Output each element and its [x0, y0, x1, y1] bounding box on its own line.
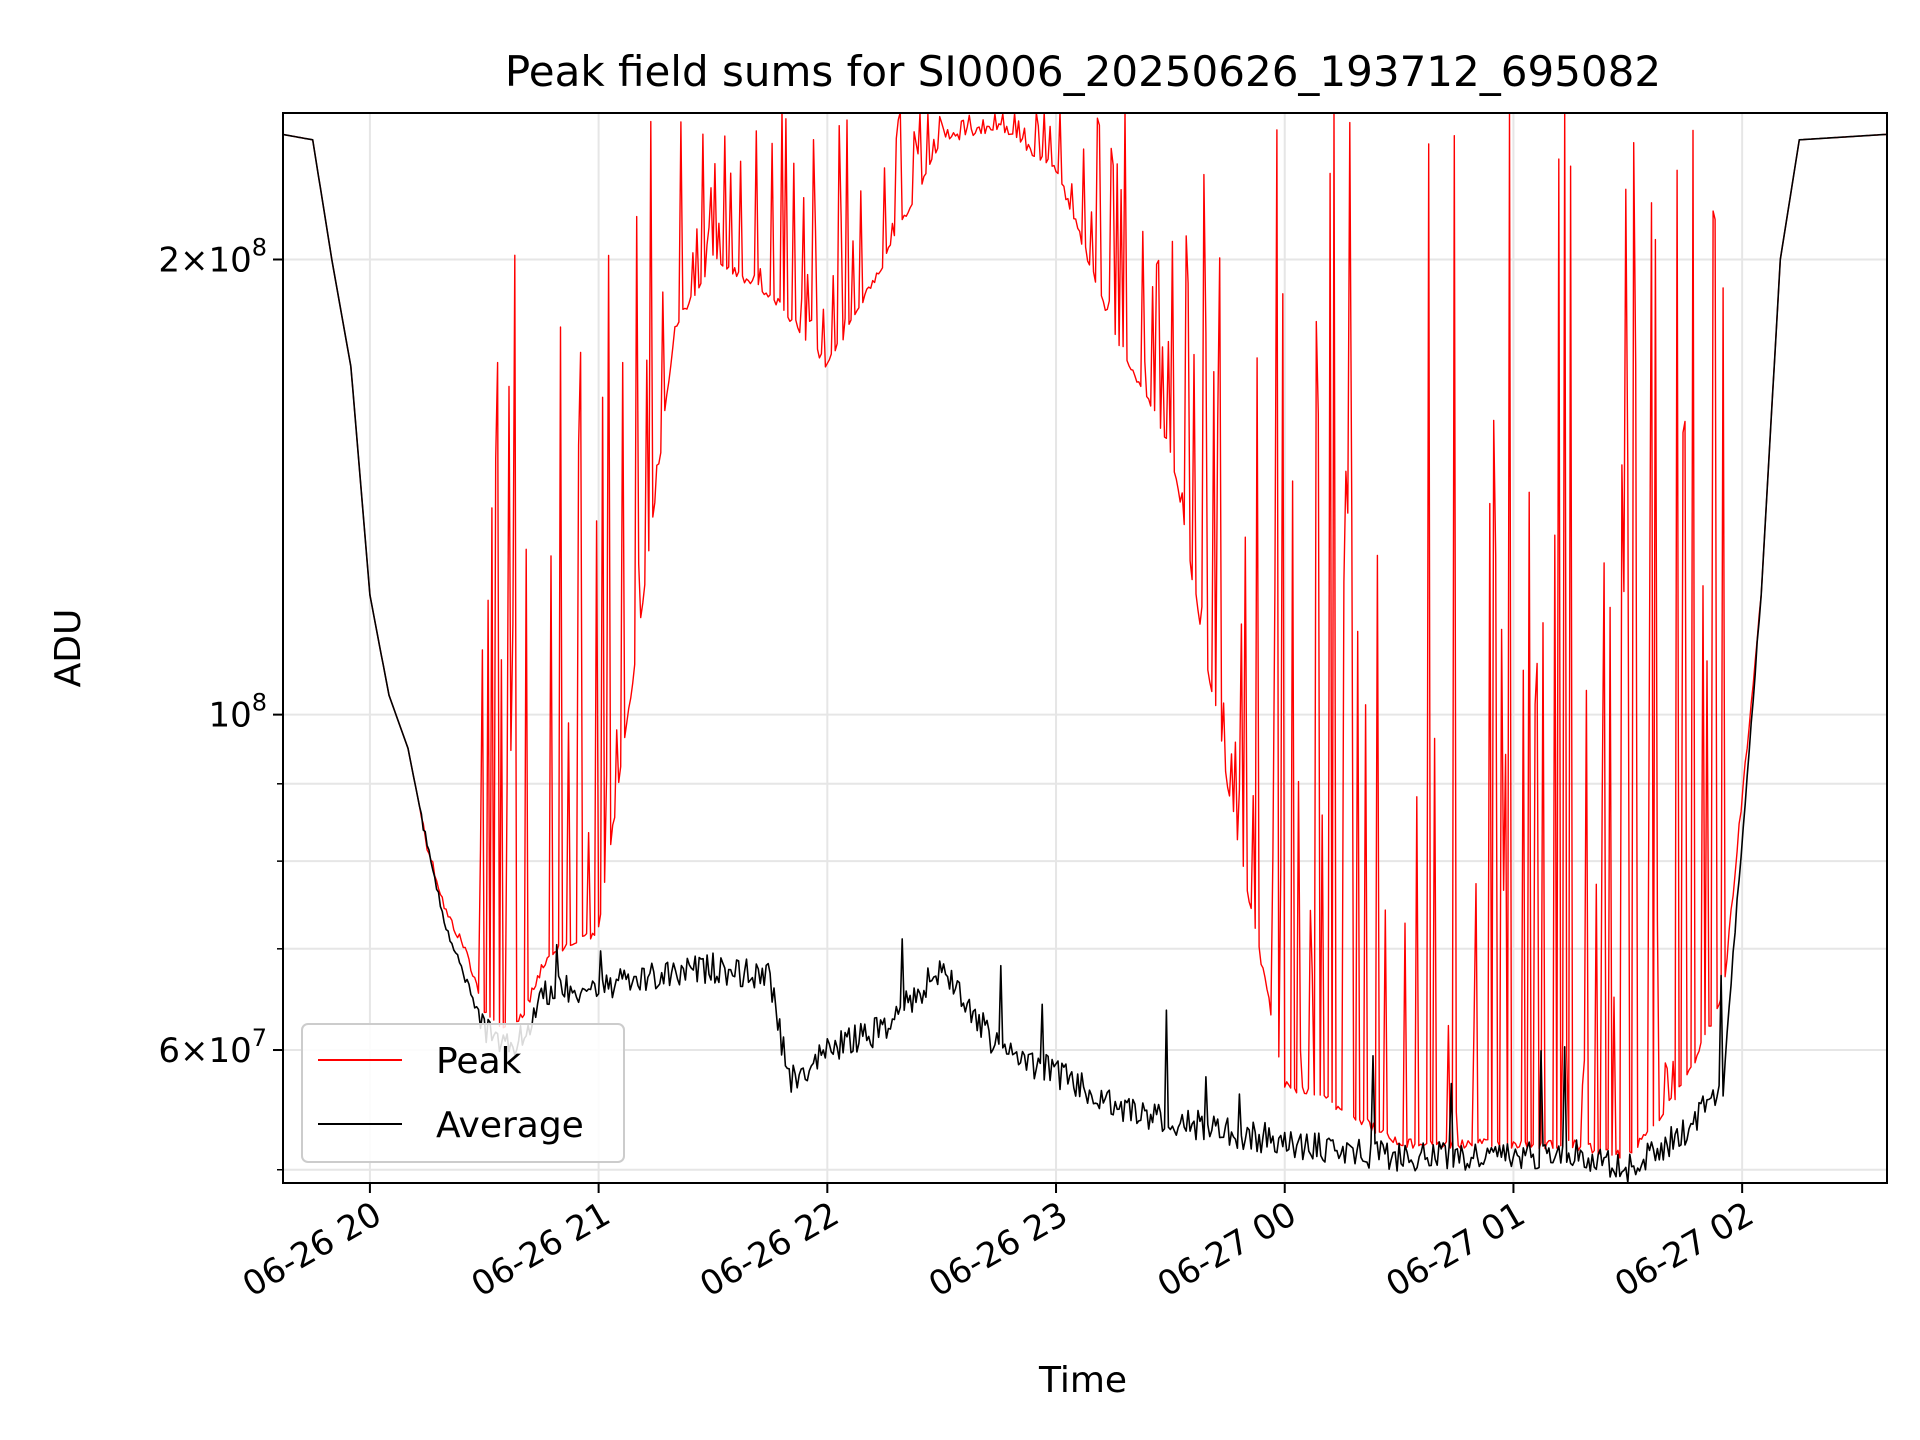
- y-tick-label: 2×108: [158, 234, 267, 281]
- y-tick-label: 6×107: [158, 1024, 267, 1071]
- x-axis-label: Time: [1038, 1360, 1127, 1401]
- legend-label-average: Average: [436, 1105, 584, 1146]
- grid: [283, 113, 1887, 1183]
- series-layer: [283, 113, 1887, 1183]
- legend-label-peak: Peak: [436, 1041, 522, 1082]
- series-line-average: [283, 133, 1887, 1183]
- series-line-peak: [283, 113, 1887, 1159]
- legend: Peak Average: [301, 1023, 625, 1163]
- y-tick-label: 108: [208, 689, 267, 736]
- y-axis-label: ADU: [48, 609, 89, 688]
- y-axis: 6×107 108 2×108: [158, 234, 283, 1171]
- legend-box: [301, 1023, 625, 1163]
- plot-frame: [282, 112, 1888, 1184]
- chart-title: Peak field sums for SI0006_20250626_1937…: [505, 47, 1661, 96]
